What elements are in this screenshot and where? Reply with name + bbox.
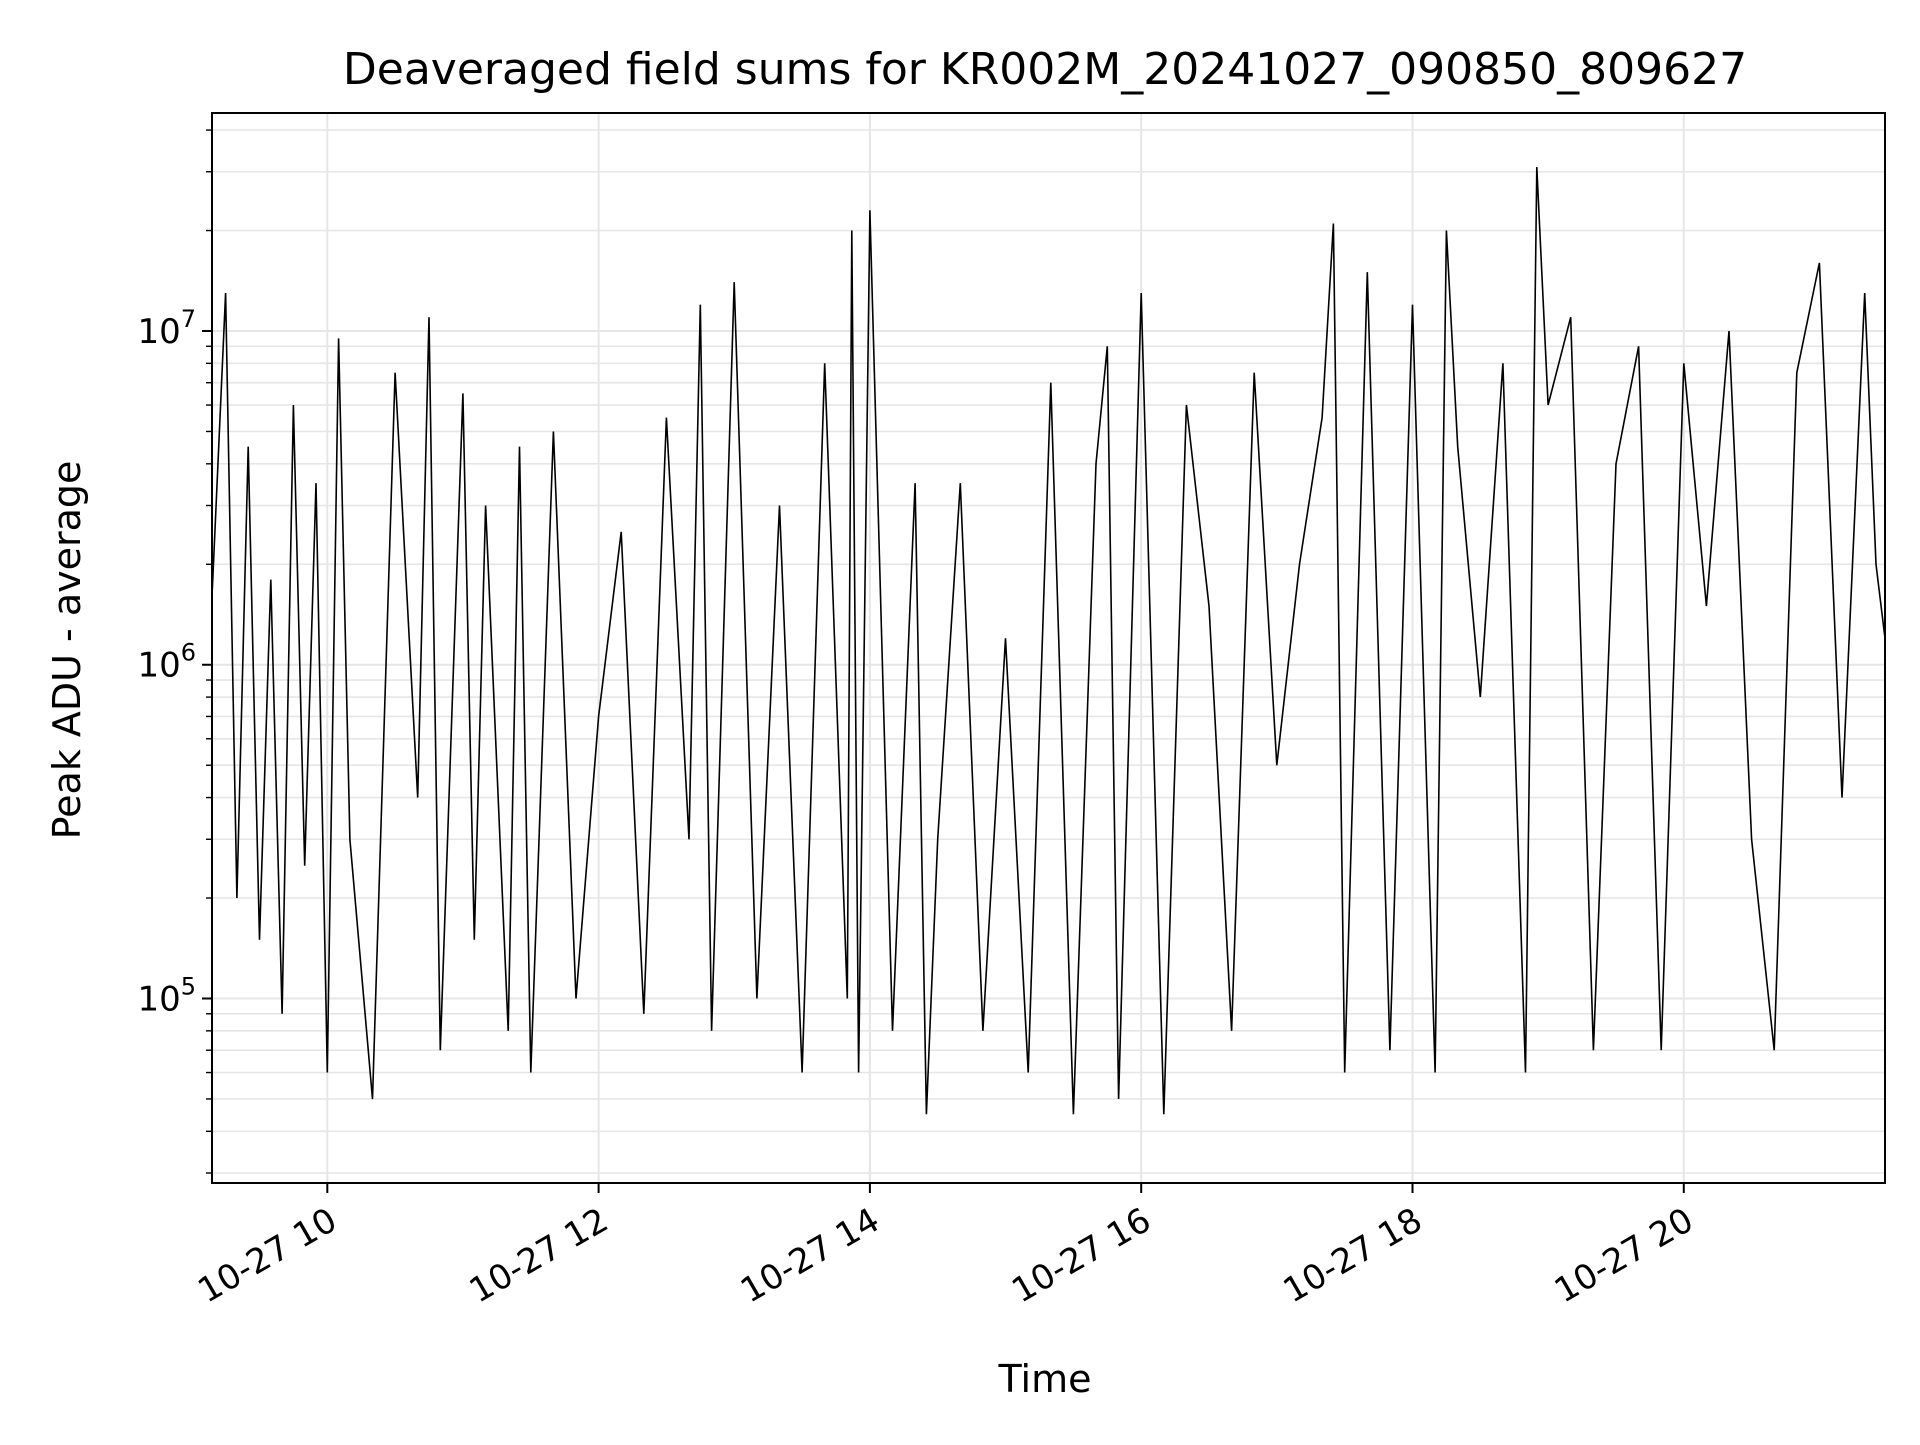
y-tick-label: 107	[137, 305, 196, 352]
y-tick-label-exponent: 5	[181, 972, 196, 1000]
y-tick-label-exponent: 6	[181, 639, 196, 667]
plot-frame	[211, 112, 1886, 1184]
y-tick-label: 106	[137, 639, 196, 686]
x-axis-label: Time	[998, 1357, 1092, 1401]
y-tick-label-base: 10	[137, 312, 180, 352]
y-tick-label-base: 10	[137, 979, 180, 1019]
y-tick-label-base: 10	[137, 646, 180, 686]
tick-marks	[202, 129, 1685, 1193]
grid-lines	[212, 113, 1885, 1183]
data-series-line	[211, 166, 1886, 1115]
series-layer	[211, 166, 1886, 1115]
y-tick-label: 105	[137, 972, 196, 1019]
chart-title: Deaveraged field sums for KR002M_2024102…	[343, 44, 1747, 95]
y-axis-label: Peak ADU - average	[45, 461, 89, 840]
y-tick-label-exponent: 7	[181, 305, 196, 333]
